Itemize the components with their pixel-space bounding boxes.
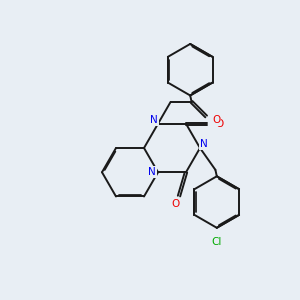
Text: O: O <box>212 116 220 125</box>
Text: N: N <box>200 139 208 149</box>
Text: N: N <box>150 115 158 125</box>
Text: O: O <box>171 199 179 209</box>
Text: O: O <box>215 119 223 129</box>
Text: N: N <box>148 167 156 177</box>
Text: Cl: Cl <box>212 237 222 247</box>
